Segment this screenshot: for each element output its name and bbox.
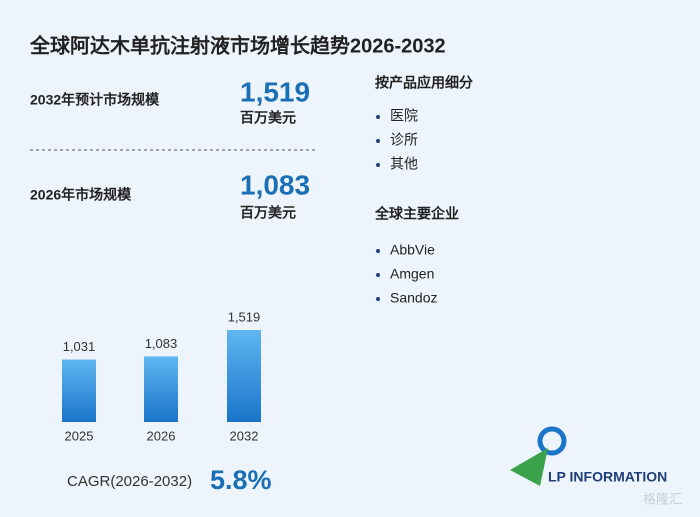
x-tick-label: 2025 [65, 428, 94, 443]
bullet [376, 139, 380, 143]
stat-unit: 百万美元 [240, 205, 296, 221]
bar [227, 330, 261, 422]
x-tick-label: 2032 [230, 428, 259, 443]
list-item: AbbVie [390, 242, 435, 258]
source-mark: 格隆汇 [643, 491, 682, 506]
bullet [376, 115, 380, 119]
bullet [376, 163, 380, 167]
bar [62, 359, 96, 422]
list-item: 医院 [390, 108, 418, 124]
stat-value: 1,083 [240, 169, 310, 200]
list-item: 其他 [390, 156, 418, 172]
bullet [376, 249, 380, 253]
stat-value: 1,519 [240, 76, 310, 107]
title: 全球阿达木单抗注射液市场增长趋势2026-2032 [29, 33, 446, 57]
list-item: 诊所 [390, 132, 418, 148]
companies-title: 全球主要企业 [374, 206, 459, 222]
stat-label: 2026年市场规模 [30, 187, 132, 203]
segments-title: 按产品应用细分 [375, 75, 473, 91]
value-label: 1,083 [145, 336, 178, 351]
bar [144, 356, 178, 422]
logo-text: LP INFORMATION [548, 469, 667, 485]
list-item: Amgen [390, 266, 434, 282]
cagr-label: CAGR(2026-2032) [67, 473, 192, 490]
bullet [376, 297, 380, 301]
stat-unit: 百万美元 [240, 110, 296, 126]
value-label: 1,519 [228, 309, 261, 324]
cagr-value: 5.8% [210, 465, 272, 495]
logo-icon [510, 426, 567, 486]
x-tick-label: 2026 [147, 428, 176, 443]
stat-label: 2032年预计市场规模 [30, 92, 160, 108]
list-item: Sandoz [390, 290, 437, 306]
bullet [376, 273, 380, 277]
value-label: 1,031 [63, 339, 96, 354]
